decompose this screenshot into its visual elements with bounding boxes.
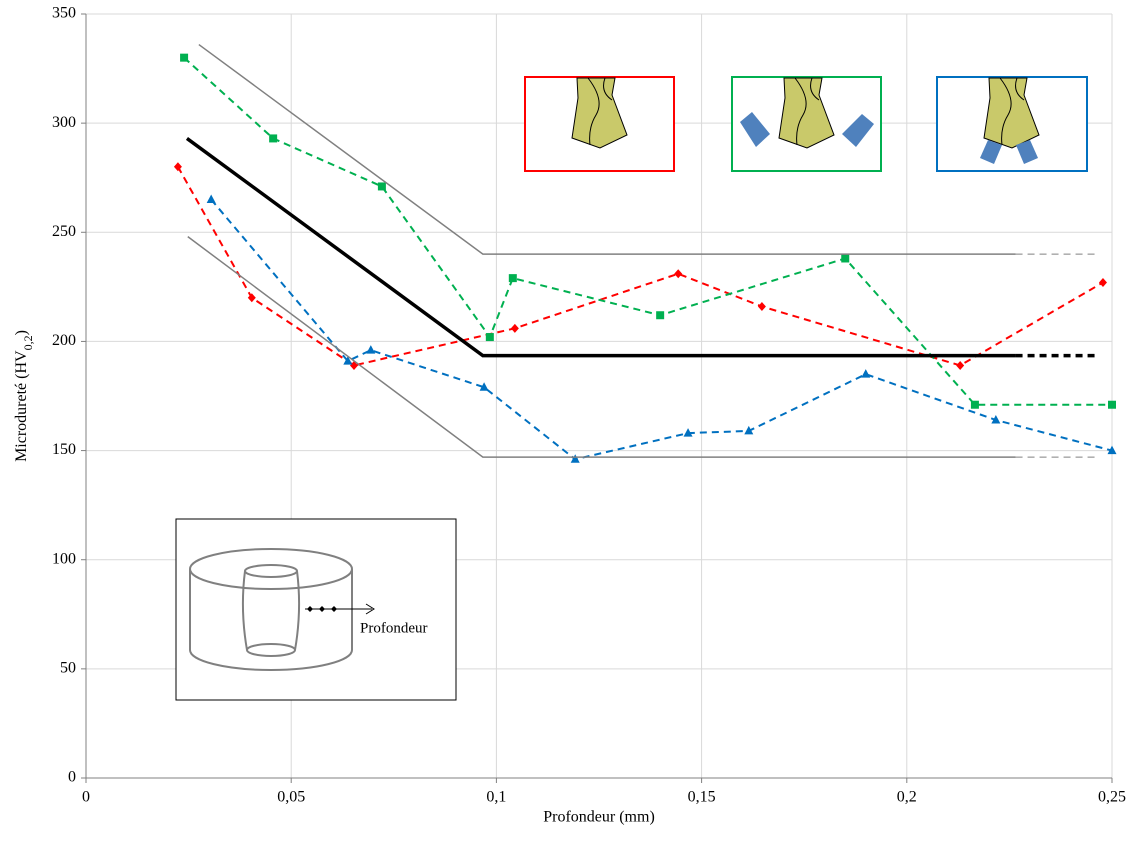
series-line [177,166,1104,367]
x-tick-label: 0,05 [277,789,305,806]
point [861,369,871,378]
y-tick-label: 150 [52,441,76,458]
x-tick-label: 0,15 [688,789,716,806]
y-tick-label: 350 [52,5,76,22]
insets: Profondeur [175,76,1088,701]
point [479,382,489,391]
drill-icon-green [731,76,882,172]
series-line [198,43,1016,255]
point [757,302,766,312]
y-tick-label: 200 [52,332,76,349]
point [366,345,376,354]
x-tick-label: 0,1 [486,789,506,806]
series-line [185,137,1016,358]
x-tick-label: 0 [82,789,90,806]
point [744,425,754,435]
annotation: Profondeur [360,620,428,636]
point [1108,400,1116,409]
point [1107,445,1117,455]
point [377,182,386,191]
series-line [187,236,1016,458]
point [674,269,683,279]
drill-icon-blue [936,76,1088,172]
y-axis-title-part: Microdureté (HV [13,350,30,462]
cylinder-diagram: Profondeur [175,518,457,701]
point [683,428,693,437]
x-tick-label: 0,2 [897,789,917,806]
y-tick-label: 100 [52,550,76,567]
y-tick-label: 50 [60,660,76,677]
point [173,162,182,172]
x-tick-label: 0,25 [1098,789,1126,806]
y-tick-label: 250 [52,223,76,240]
point [841,254,850,263]
y-tick-label: 0 [68,769,76,786]
point [656,311,665,320]
x-axis-title: Profondeur (mm) [543,809,655,826]
point [1098,277,1107,287]
point [485,333,494,342]
point [247,293,256,303]
point [180,53,189,62]
series-line [210,198,1113,461]
y-axis-title-part: 0,2 [21,335,35,350]
point [510,323,519,333]
drill-icon-red [524,76,675,172]
point [991,415,1001,424]
point [956,360,965,370]
point [343,356,353,365]
point [206,194,216,204]
y-axis-title: Microdureté (HV0,2) [13,330,35,462]
point [970,400,979,409]
y-axis-title-part: ) [13,330,30,335]
point [570,454,580,463]
point [508,274,517,283]
point [269,134,278,143]
y-tick-label: 300 [52,114,76,131]
